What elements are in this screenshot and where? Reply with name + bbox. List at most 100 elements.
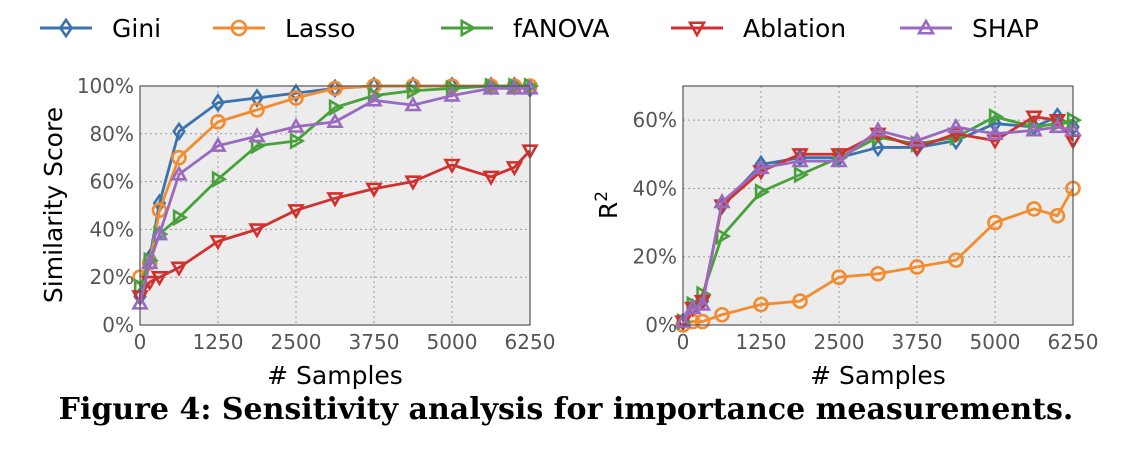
data-point xyxy=(288,90,304,106)
data-point xyxy=(986,134,1004,150)
series-line xyxy=(681,125,1074,323)
data-point xyxy=(287,117,305,133)
data-point xyxy=(908,131,926,147)
y-tick-label: 20% xyxy=(633,245,677,269)
data-point xyxy=(140,275,159,292)
data-point xyxy=(404,95,422,112)
y-axis-title-exponent: 2 xyxy=(592,191,612,202)
y-axis-title-base: R xyxy=(594,202,623,219)
x-tick-label: 2500 xyxy=(271,330,322,354)
data-point xyxy=(150,225,169,241)
data-point xyxy=(674,312,692,328)
data-point xyxy=(249,102,265,118)
data-point xyxy=(988,107,1005,126)
data-point xyxy=(406,82,423,100)
data-point xyxy=(171,149,187,166)
data-point xyxy=(830,151,848,168)
data-point xyxy=(947,127,965,143)
legend-item-ablation: Ablation xyxy=(671,14,846,43)
x-tick-label: 6250 xyxy=(1048,330,1099,354)
data-point xyxy=(793,166,810,184)
data-point xyxy=(753,296,769,313)
data-point xyxy=(365,182,383,198)
y-tick-label: 40% xyxy=(90,217,134,241)
data-point xyxy=(326,192,344,208)
data-point xyxy=(210,114,226,130)
x-axis-title: # Samples xyxy=(267,361,403,390)
data-point xyxy=(1048,117,1067,134)
data-point xyxy=(831,269,847,286)
data-point xyxy=(289,132,306,150)
legend-label: Lasso xyxy=(285,14,356,43)
data-point xyxy=(209,235,227,251)
y-tick-label: 80% xyxy=(90,122,134,146)
data-point xyxy=(140,253,159,270)
data-point xyxy=(482,79,500,95)
data-point xyxy=(248,223,266,239)
y-tick-label: 100% xyxy=(77,74,134,98)
data-point xyxy=(404,175,422,191)
y-tick-label: 60% xyxy=(633,108,677,132)
data-point xyxy=(172,121,186,142)
data-point xyxy=(986,124,1004,140)
data-point xyxy=(871,137,885,158)
data-point xyxy=(287,204,305,220)
data-point xyxy=(505,79,524,95)
data-point xyxy=(869,121,887,137)
data-point xyxy=(752,158,770,175)
data-point xyxy=(791,151,809,168)
data-point xyxy=(443,158,461,174)
x-tick-label: 5000 xyxy=(427,330,478,354)
legend-marker xyxy=(916,18,936,35)
y-tick-label: 20% xyxy=(90,265,134,289)
plot-frame xyxy=(139,85,531,326)
r2-chart: 0 1250 2500 3750 5000 6250 0% 20% 40% 60% # Sample… xyxy=(592,85,1099,390)
y-tick-label: 0% xyxy=(645,313,677,337)
x-tick-label: 0 xyxy=(134,330,147,354)
data-point xyxy=(443,86,461,102)
data-point xyxy=(754,183,771,201)
data-point xyxy=(908,141,926,157)
data-point xyxy=(870,265,886,282)
data-point xyxy=(1025,110,1043,126)
data-point xyxy=(328,98,345,117)
legend: Gini Lasso fANOVA Ablation SHAP xyxy=(40,14,1039,43)
data-point xyxy=(133,278,150,296)
legend-marker xyxy=(230,19,248,37)
x-tick-label: 0 xyxy=(677,330,690,354)
data-point xyxy=(948,252,964,268)
legend-marker xyxy=(58,17,74,39)
legend-label: Ablation xyxy=(743,14,846,43)
data-point xyxy=(947,117,965,134)
legend-item-shap: SHAP xyxy=(900,14,1039,43)
data-point xyxy=(326,112,344,129)
legend-marker xyxy=(460,18,477,38)
series-shap xyxy=(131,79,539,310)
legend-item-gini: Gini xyxy=(40,14,161,43)
series-line xyxy=(138,86,530,304)
x-tick-label: 1250 xyxy=(193,330,244,354)
legend-item-fanova: fANOVA xyxy=(441,14,609,43)
x-tick-label: 1250 xyxy=(736,330,787,354)
data-point xyxy=(1026,201,1042,217)
data-point xyxy=(170,165,188,181)
data-point xyxy=(367,86,384,105)
data-point xyxy=(1025,121,1043,137)
x-tick-label: 5000 xyxy=(970,330,1021,354)
plot-frame xyxy=(682,85,1074,326)
data-point xyxy=(211,92,225,113)
data-point xyxy=(694,313,711,330)
data-point xyxy=(482,170,500,186)
x-axis-title: # Samples xyxy=(810,361,946,390)
x-tick-label: 3750 xyxy=(349,330,400,354)
data-point xyxy=(830,148,848,164)
y-axis-title: Similarity Score xyxy=(39,107,68,303)
data-point xyxy=(791,148,809,164)
data-point xyxy=(909,259,925,275)
similarity-chart: 0 1250 2500 3750 5000 6250 0% 20% 40% 60% 80% 100% #… xyxy=(39,74,555,390)
data-point xyxy=(713,192,731,209)
data-point xyxy=(289,83,303,103)
data-point xyxy=(987,214,1003,231)
data-point xyxy=(170,261,188,277)
